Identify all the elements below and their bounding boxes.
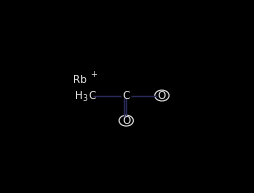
- Text: C: C: [88, 91, 95, 101]
- Text: H: H: [75, 91, 83, 101]
- Text: 3: 3: [83, 94, 87, 103]
- Text: +: +: [90, 70, 97, 79]
- Text: O: O: [157, 91, 165, 101]
- Text: Rb: Rb: [72, 75, 86, 85]
- Text: O: O: [122, 116, 130, 126]
- Text: C: C: [122, 91, 129, 101]
